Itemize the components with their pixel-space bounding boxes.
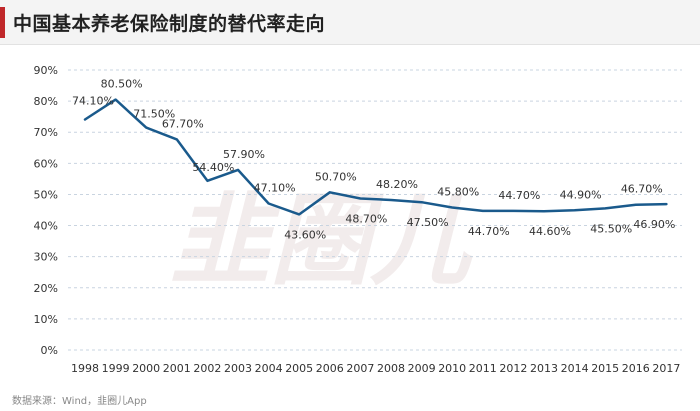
- x-tick-label: 2007: [346, 362, 374, 375]
- x-tick-label: 1999: [102, 362, 130, 375]
- x-tick-label: 2016: [622, 362, 650, 375]
- page-title: 中国基本养老保险制度的替代率走向: [13, 13, 326, 35]
- y-tick-label: 0%: [41, 344, 58, 357]
- x-tick-label: 2015: [591, 362, 619, 375]
- y-tick-label: 50%: [34, 188, 58, 201]
- data-label: 44.90%: [560, 188, 602, 201]
- x-tick-label: 2013: [530, 362, 558, 375]
- x-tick-label: 2008: [377, 362, 405, 375]
- y-tick-label: 60%: [34, 157, 58, 170]
- y-tick-label: 70%: [34, 126, 58, 139]
- x-tick-label: 2011: [469, 362, 497, 375]
- y-tick-label: 80%: [34, 95, 58, 108]
- title-accent-bar: [0, 7, 5, 38]
- data-label: 47.50%: [407, 216, 449, 229]
- y-axis: 0% 10% 20% 30% 40% 50% 60% 70% 80% 90%: [34, 64, 58, 357]
- data-label: 45.50%: [590, 222, 632, 235]
- x-tick-label: 2000: [132, 362, 160, 375]
- y-tick-label: 10%: [34, 313, 58, 326]
- data-label: 44.70%: [468, 225, 510, 238]
- data-label-group: 74.10% 80.50% 71.50%67.70% 54.40%57.90% 47.1…: [72, 78, 675, 242]
- data-label: 46.70%: [621, 183, 663, 196]
- title-bar: 中国基本养老保险制度的替代率走向: [0, 0, 700, 45]
- x-tick-label: 2010: [438, 362, 466, 375]
- y-tick-label: 40%: [34, 220, 58, 233]
- x-tick-label: 2014: [561, 362, 589, 375]
- data-label: 46.90%: [633, 218, 675, 231]
- y-tick-label: 20%: [34, 282, 58, 295]
- x-tick-label: 2002: [193, 362, 221, 375]
- data-label: 74.10%: [72, 94, 114, 107]
- x-axis: 1998 1999 2000 2001 2002 2003 2004 2005 2006 2007…: [71, 362, 680, 375]
- data-label: 44.60%: [529, 225, 571, 238]
- data-label: 44.70%: [498, 189, 540, 202]
- data-label: 50.70%: [315, 170, 357, 183]
- x-tick-label: 2005: [285, 362, 313, 375]
- series-line-group: [83, 98, 668, 216]
- data-label: 47.10%: [254, 181, 296, 194]
- data-label: 71.50%: [133, 108, 175, 121]
- x-tick-label: 2004: [255, 362, 283, 375]
- data-label: 57.90%: [223, 148, 265, 161]
- x-tick-label: 2009: [408, 362, 436, 375]
- data-label: 48.70%: [345, 212, 387, 225]
- y-tick-label: 30%: [34, 251, 58, 264]
- y-tick-label: 90%: [34, 64, 58, 77]
- x-tick-label: 2006: [316, 362, 344, 375]
- data-label: 45.80%: [437, 186, 479, 199]
- x-tick-label: 2012: [499, 362, 527, 375]
- x-tick-label: 1998: [71, 362, 99, 375]
- data-label: 54.40%: [192, 161, 234, 174]
- data-label: 43.60%: [284, 228, 326, 241]
- data-label: 67.70%: [162, 117, 204, 130]
- x-tick-label: 2001: [163, 362, 191, 375]
- source-note: 数据来源：Wind，韭圈儿App: [12, 396, 147, 407]
- data-label: 48.20%: [376, 178, 418, 191]
- x-tick-label: 2017: [652, 362, 680, 375]
- grid-lines: [68, 69, 682, 351]
- data-label: 80.50%: [101, 78, 143, 91]
- x-tick-label: 2003: [224, 362, 252, 375]
- series-line: [83, 98, 668, 216]
